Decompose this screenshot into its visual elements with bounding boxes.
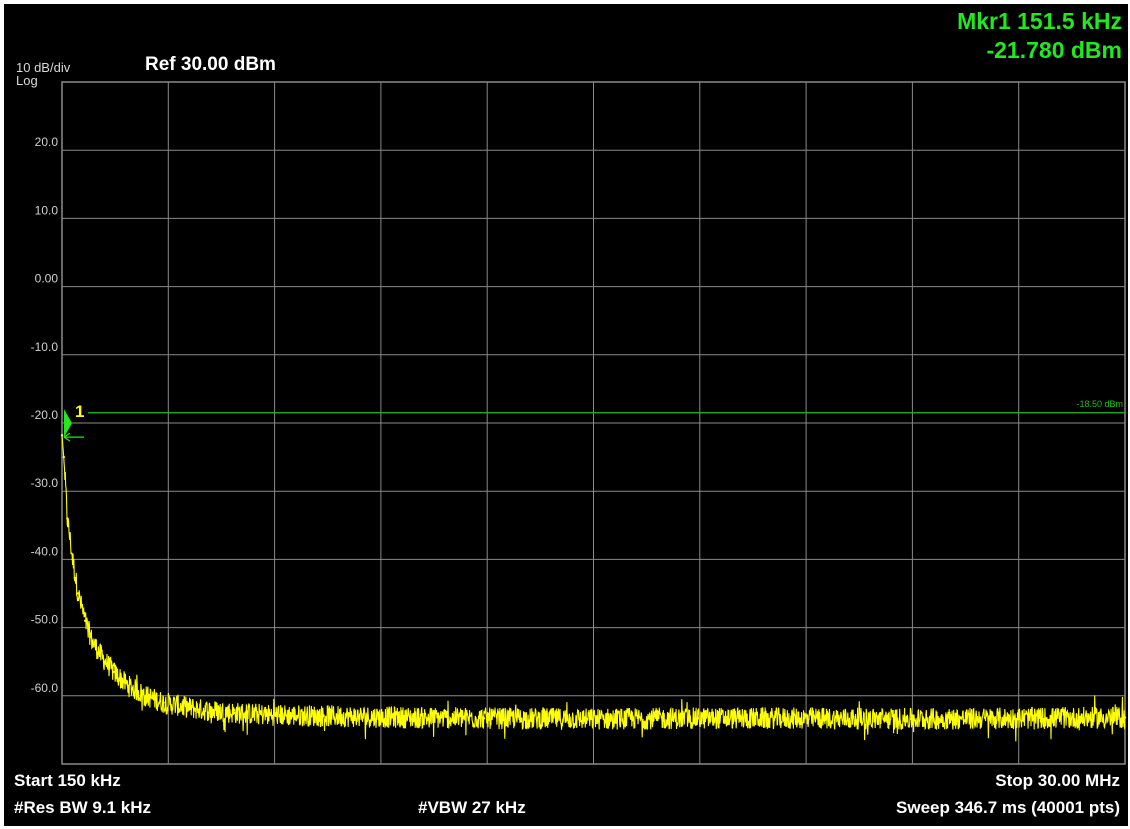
y-tick-label: 20.0	[35, 135, 59, 149]
y-tick-label: 10.0	[35, 203, 59, 217]
display-line-label: -18.50 dBm	[1076, 399, 1123, 409]
y-tick-label: -50.0	[31, 613, 59, 627]
trace-point	[233, 711, 236, 715]
marker-amplitude-readout: -21.780 dBm	[986, 37, 1122, 63]
trace-point	[60, 434, 64, 437]
y-tick-label: -30.0	[31, 476, 59, 490]
trace-point	[411, 716, 414, 719]
spectrum-trace	[61, 435, 1126, 742]
trace-point	[162, 701, 165, 704]
y-tick-label: 0.00	[35, 272, 59, 286]
scale-type: Log	[16, 73, 38, 88]
stop-frequency: Stop 30.00 MHz	[995, 771, 1120, 790]
trace-point	[1017, 717, 1020, 720]
analyzer-screen: 10 dB/div Log Ref 30.00 dBm Mkr1 151.5 k…	[4, 4, 1128, 826]
marker-frequency-readout: Mkr1 151.5 kHz	[957, 8, 1122, 34]
trace-point	[269, 713, 272, 717]
sweep-time: Sweep 346.7 ms (40001 pts)	[896, 798, 1120, 817]
y-tick-label: -10.0	[31, 340, 59, 354]
marker-1-indicator	[64, 409, 72, 438]
marker-1-label: 1	[75, 402, 84, 421]
y-tick-label: -60.0	[31, 681, 59, 695]
spectrum-plot: 20.0 10.0 0.00 -10.0 -20.0 -30.0 -40.0 -50.0 -60…	[31, 81, 1127, 765]
scale-per-div: 10 dB/div	[16, 60, 71, 75]
trace-point	[144, 694, 147, 697]
trace-point	[340, 715, 343, 718]
trace-point	[197, 708, 201, 711]
trace-point	[66, 517, 69, 520]
trace-point	[62, 455, 65, 459]
trace-point	[126, 684, 130, 687]
reference-level: Ref 30.00 dBm	[145, 54, 276, 75]
trace-point	[101, 657, 105, 660]
trace-point	[83, 619, 87, 622]
trace-point	[482, 717, 486, 720]
trace-point	[696, 717, 699, 720]
trace-point	[1123, 716, 1127, 719]
trace-point	[76, 592, 80, 595]
start-frequency: Start 150 kHz	[14, 771, 121, 790]
trace-point	[71, 558, 74, 561]
y-tick-label: -20.0	[31, 408, 59, 422]
trace-point	[589, 717, 592, 721]
marker-arrow-icon	[63, 432, 84, 442]
y-tick-label: -40.0	[31, 544, 59, 558]
trace-point	[803, 717, 806, 720]
trace-point	[910, 717, 913, 721]
trace-point	[112, 670, 115, 674]
video-bandwidth: #VBW 27 kHz	[418, 798, 526, 817]
trace-point	[91, 640, 94, 643]
resolution-bandwidth: #Res BW 9.1 kHz	[14, 798, 151, 817]
